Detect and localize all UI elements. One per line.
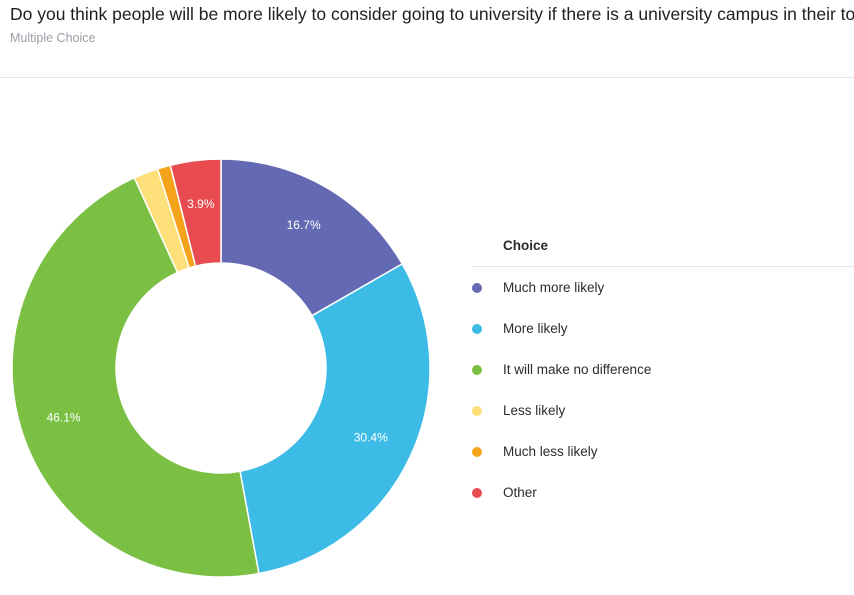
- legend: Choice Much more likely More likely It wil…: [472, 226, 854, 500]
- donut-slice-0[interactable]: [220, 158, 404, 317]
- legend-swatch-1: [472, 324, 482, 334]
- legend-label-3: Less likely: [503, 403, 566, 418]
- legend-label-2: It will make no difference: [503, 362, 652, 377]
- legend-title: Choice: [472, 226, 854, 267]
- header-divider: [0, 77, 854, 78]
- slice-data-label-0: 16.7%: [287, 218, 321, 232]
- donut-slice-1[interactable]: [239, 262, 431, 575]
- legend-label-0: Much more likely: [503, 280, 605, 295]
- donut-slice-2[interactable]: [11, 176, 260, 578]
- question-title: Do you think people will be more likely …: [10, 4, 854, 24]
- slice-data-label-1: 30.4%: [354, 430, 388, 444]
- legend-label-4: Much less likely: [503, 444, 598, 459]
- legend-label-1: More likely: [503, 321, 568, 336]
- legend-swatch-3: [472, 406, 482, 416]
- question-type: Multiple Choice: [10, 31, 96, 45]
- legend-swatch-5: [472, 488, 482, 498]
- legend-swatch-4: [472, 447, 482, 457]
- slice-data-label-2: 46.1%: [47, 411, 81, 425]
- legend-label-5: Other: [503, 485, 537, 500]
- legend-swatch-2: [472, 365, 482, 375]
- slice-data-label-5: 3.9%: [187, 197, 215, 211]
- donut-chart: 16.7% 30.4% 46.1% 3.9%: [11, 158, 431, 578]
- legend-swatch-0: [472, 283, 482, 293]
- donut-slice-5[interactable]: [169, 158, 222, 268]
